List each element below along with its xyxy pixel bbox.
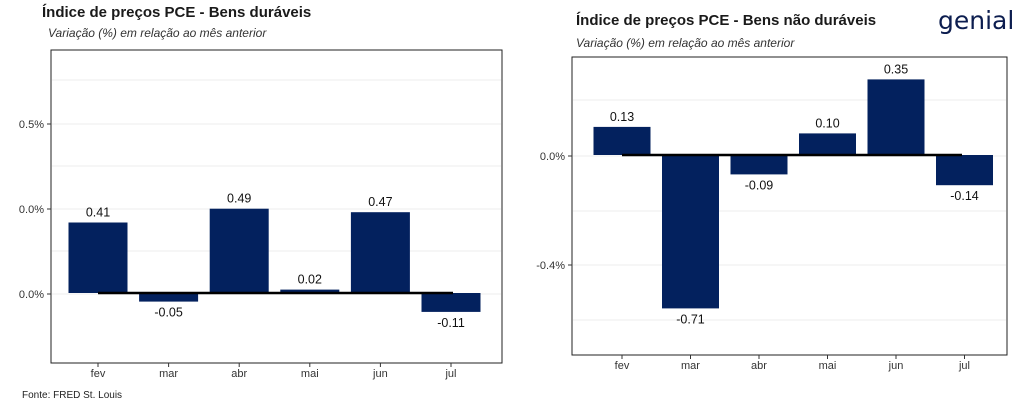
chart1-y-tick-label: 0.0%: [19, 204, 44, 216]
chart1-data-label-mar: -0.05: [154, 306, 183, 320]
genial-logo: genial: [938, 6, 1015, 35]
chart2-bar-jun: [867, 79, 925, 155]
chart2-y-tick-label: 0.0%: [540, 151, 565, 163]
chart1-data-label-jul: -0.11: [437, 316, 465, 330]
chart1-y-tick-label: 0.0%: [19, 289, 44, 301]
chart1-panel: [50, 49, 503, 364]
chart2-data-label-mai: 0.10: [815, 116, 839, 130]
chart1-subtitle: Variação (%) em relação ao mês anterior: [48, 26, 267, 40]
chart2-x-tick-label-fev: fev: [615, 360, 630, 372]
chart1-data-label-fev: 0.41: [86, 206, 110, 220]
chart2-data-label-mar: -0.71: [676, 312, 705, 326]
chart1-x-tick-label-abr: abr: [231, 368, 247, 380]
chart2-panel: [571, 56, 1008, 356]
chart1-data-label-jun: 0.47: [368, 195, 392, 209]
chart2-data-label-fev: 0.13: [610, 110, 634, 124]
chart2-x-tick-label-mai: mai: [819, 360, 837, 372]
chart1-x-tick-label-fev: fev: [91, 368, 106, 380]
chart2-subtitle: Variação (%) em relação ao mês anterior: [576, 36, 795, 50]
chart2-data-label-jun: 0.35: [884, 62, 908, 76]
source-note: Fonte: FRED St. Louis: [22, 390, 123, 401]
chart2-data-label-abr: -0.09: [745, 178, 774, 192]
chart1-title: Índice de preços PCE - Bens duráveis: [42, 4, 312, 21]
chart2-bar-fev: [593, 126, 651, 155]
chart1-bar-jul: [421, 293, 481, 312]
chart1-x-tick-label-jul: jul: [444, 368, 456, 380]
chart1-bar-fev: [68, 222, 128, 293]
chart2-bar-jul: [936, 155, 993, 186]
chart1-bar-mar: [139, 293, 199, 302]
chart2-x-tick-label-mar: mar: [681, 360, 700, 372]
chart2-bar-abr: [730, 155, 788, 175]
chart2-bar-mar: [662, 155, 719, 309]
chart1-y-tick-label: 0.5%: [19, 119, 44, 131]
chart2-x-tick-label-abr: abr: [751, 360, 767, 372]
chart2-title: Índice de preços PCE - Bens não duráveis: [576, 12, 877, 29]
chart1-x-tick-label-mai: mai: [301, 368, 319, 380]
chart1-bar-mai: [280, 289, 340, 293]
chart1-x-tick-label-jun: jun: [372, 368, 388, 380]
chart1-x-tick-label-mar: mar: [159, 368, 178, 380]
chart2-x-tick-label-jun: jun: [888, 360, 904, 372]
chart2-data-label-jul: -0.14: [950, 189, 979, 203]
chart2-bar-mai: [799, 133, 856, 155]
chart1-data-label-abr: 0.49: [227, 192, 251, 206]
chart2-x-tick-label-jul: jul: [958, 360, 970, 372]
chart1-bar-jun: [350, 212, 410, 293]
chart1-bar-abr: [209, 208, 269, 293]
chart1-data-label-mai: 0.02: [298, 273, 322, 287]
chart2-y-tick-label: -0.4%: [536, 260, 565, 272]
